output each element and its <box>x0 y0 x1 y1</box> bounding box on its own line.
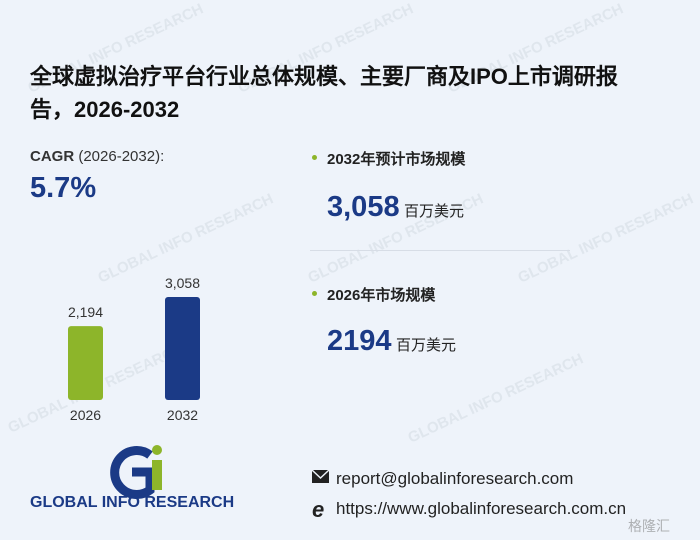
stat-label: 2026年市场规模 <box>327 287 436 304</box>
stat-label: 2032年预计市场规模 <box>327 151 466 168</box>
mail-icon-flap <box>311 469 330 480</box>
title: 全球虚拟治疗平台行业总体规模、主要厂商及IPO上市调研报告，2026-2032 <box>30 64 618 122</box>
stat-unit: 百万美元 <box>404 203 465 220</box>
web-icon: e <box>312 497 324 522</box>
category-label: 2032 <box>167 407 198 423</box>
website[interactable]: https://www.globalinforesearch.com.cn <box>336 499 627 518</box>
bullet <box>312 155 317 160</box>
email[interactable]: report@globalinforesearch.com <box>336 469 574 488</box>
cagr-period: (2026-2032): <box>78 148 165 165</box>
category-label: 2026 <box>70 407 101 423</box>
cagr-value: 5.7% <box>30 172 97 204</box>
bar <box>165 297 200 400</box>
stat-value: 3,058 <box>327 191 400 223</box>
corner-mark: 格隆汇 <box>628 518 670 534</box>
cagr-label: CAGR <box>30 148 75 165</box>
logo-name: GLOBAL INFO RESEARCH <box>30 494 235 511</box>
logo-mark <box>110 445 162 499</box>
bar <box>68 326 103 400</box>
logo-g <box>110 446 155 499</box>
stat-value: 2194 <box>327 325 392 357</box>
value-label: 3,058 <box>165 275 200 291</box>
logo-i <box>152 460 162 490</box>
value-label: 2,194 <box>68 304 103 320</box>
stat-unit: 百万美元 <box>395 337 456 354</box>
bullet <box>312 291 317 296</box>
logo-dot <box>152 445 162 455</box>
divider <box>310 250 570 251</box>
